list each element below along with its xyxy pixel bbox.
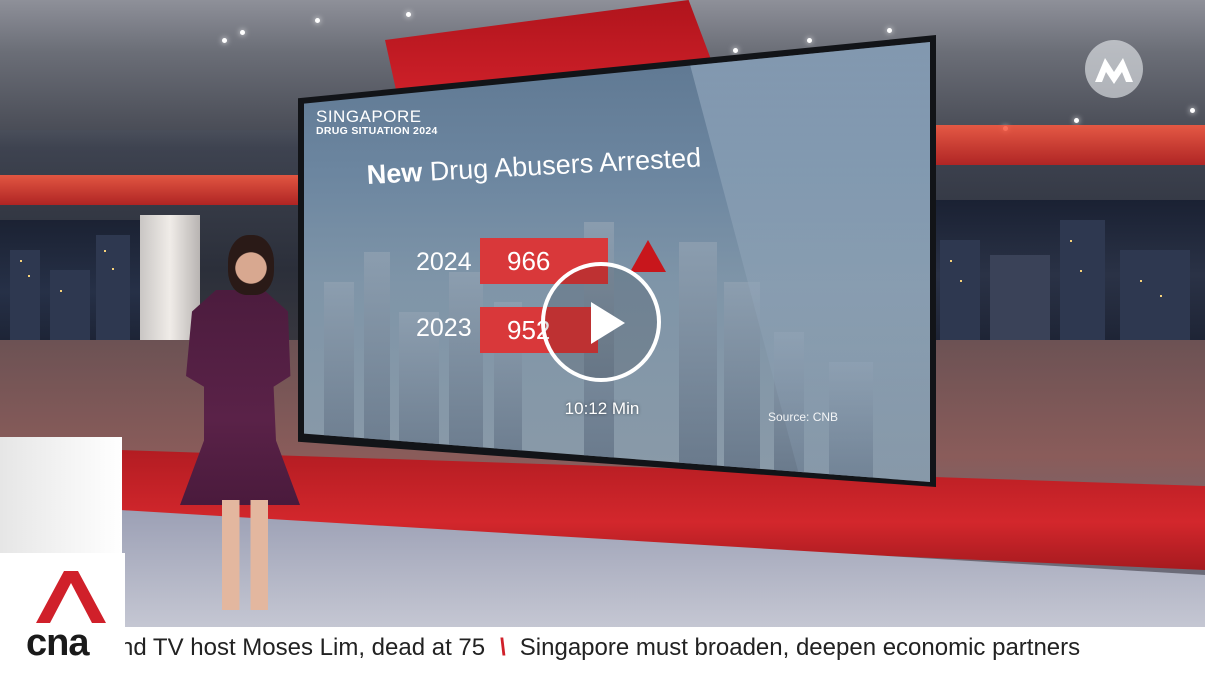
- brand-name: cna: [26, 622, 89, 664]
- studio-light-band: [930, 125, 1205, 165]
- city-backdrop-right: [930, 200, 1205, 350]
- up-arrow-icon: [630, 240, 666, 272]
- graphic-label: SINGAPORE DRUG SITUATION 2024: [316, 108, 438, 137]
- studio-pillar: [140, 215, 200, 345]
- graphic-topic: DRUG SITUATION 2024: [316, 125, 438, 137]
- display-screen: [304, 42, 930, 482]
- graphic-source: Source: CNB: [768, 410, 839, 424]
- brand-block: [0, 553, 125, 673]
- city-backdrop-left: [0, 220, 140, 340]
- news-ticker: nd TV host Moses Lim, dead at 75 \ Singapo…: [0, 627, 1205, 673]
- graphic-title-bold: New: [366, 157, 424, 190]
- play-icon: [591, 302, 625, 344]
- cna-logo-icon: [36, 571, 106, 623]
- ticker-item: nd TV host Moses Lim, dead at 75: [120, 634, 486, 661]
- channel-logo-icon: [1085, 40, 1143, 98]
- ticker-text: nd TV host Moses Lim, dead at 75 \ Singapo…: [120, 634, 1080, 662]
- presenter-legs: [222, 500, 268, 610]
- play-button[interactable]: [541, 262, 661, 382]
- video-duration: 10:12 Min: [564, 399, 640, 418]
- studio-light-band: [0, 175, 300, 205]
- stat-year-2023: 2023: [416, 314, 472, 342]
- ticker-item: Singapore must broaden, deepen economic …: [519, 634, 1081, 661]
- ticker-separator-icon: \: [499, 634, 506, 661]
- graphic-country: SINGAPORE: [316, 107, 422, 126]
- presenter-head: [228, 235, 274, 295]
- stat-year-2024: 2024: [416, 248, 472, 276]
